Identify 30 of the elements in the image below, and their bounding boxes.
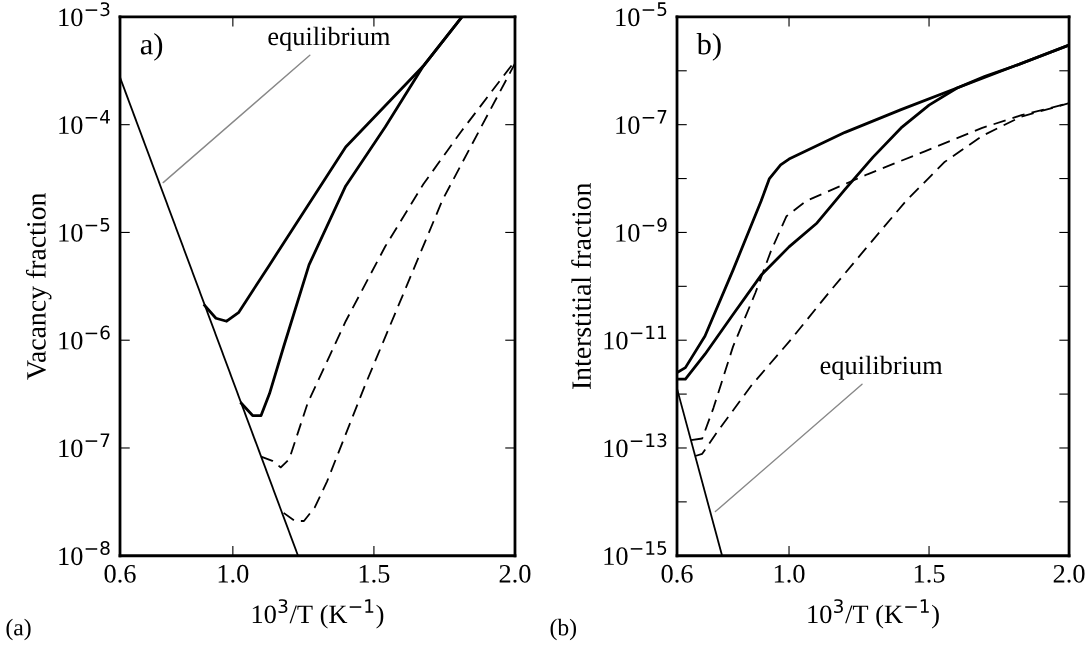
y-tick-label: 10$^{−6}$ <box>59 325 110 350</box>
annotation: equilibrium <box>268 26 391 51</box>
annotation: b) <box>696 33 721 61</box>
text: (b) <box>550 618 577 641</box>
x-tick-label: 0.6 <box>104 564 136 583</box>
y-tick-label: 10$^{−13}$ <box>604 433 667 458</box>
x-axis-title: 10$^{3}$/T (K$^{−1}$) <box>252 599 384 629</box>
y-tick-label: 10$^{−11}$ <box>604 325 667 350</box>
y-tick-label: 10$^{−7}$ <box>59 433 110 458</box>
y-axis-title: Interstitial fraction <box>571 183 591 390</box>
y-tick-label: 10$^{−5}$ <box>59 217 110 242</box>
y-tick-label: 10$^{−7}$ <box>616 110 667 134</box>
x-tick-label: 1.0 <box>774 564 805 583</box>
x-tick-label: 1.5 <box>914 564 945 583</box>
x-tick-label: 1.5 <box>359 564 390 583</box>
x-tick-label: 2.0 <box>499 564 531 583</box>
y-tick-label: 10$^{−8}$ <box>59 541 110 566</box>
y-tick-label: 10$^{−4}$ <box>59 110 110 134</box>
annotation: equilibrium <box>820 355 943 380</box>
y-tick-label: 10$^{−9}$ <box>616 217 667 242</box>
annotation: a) <box>140 33 163 61</box>
x-tick-label: 0.6 <box>661 564 693 583</box>
x-tick-label: 1.0 <box>218 564 249 583</box>
y-tick-label: 10$^{−5}$ <box>616 2 667 27</box>
x-axis-title: 10$^{3}$/T (K$^{−1}$) <box>808 599 939 629</box>
text: (a) <box>6 618 31 641</box>
y-axis-title: Vacancy fraction <box>25 193 52 380</box>
y-tick-label: 10$^{−3}$ <box>59 2 110 27</box>
x-tick-label: 2.0 <box>1053 564 1085 583</box>
y-tick-label: 10$^{−15}$ <box>604 541 667 566</box>
